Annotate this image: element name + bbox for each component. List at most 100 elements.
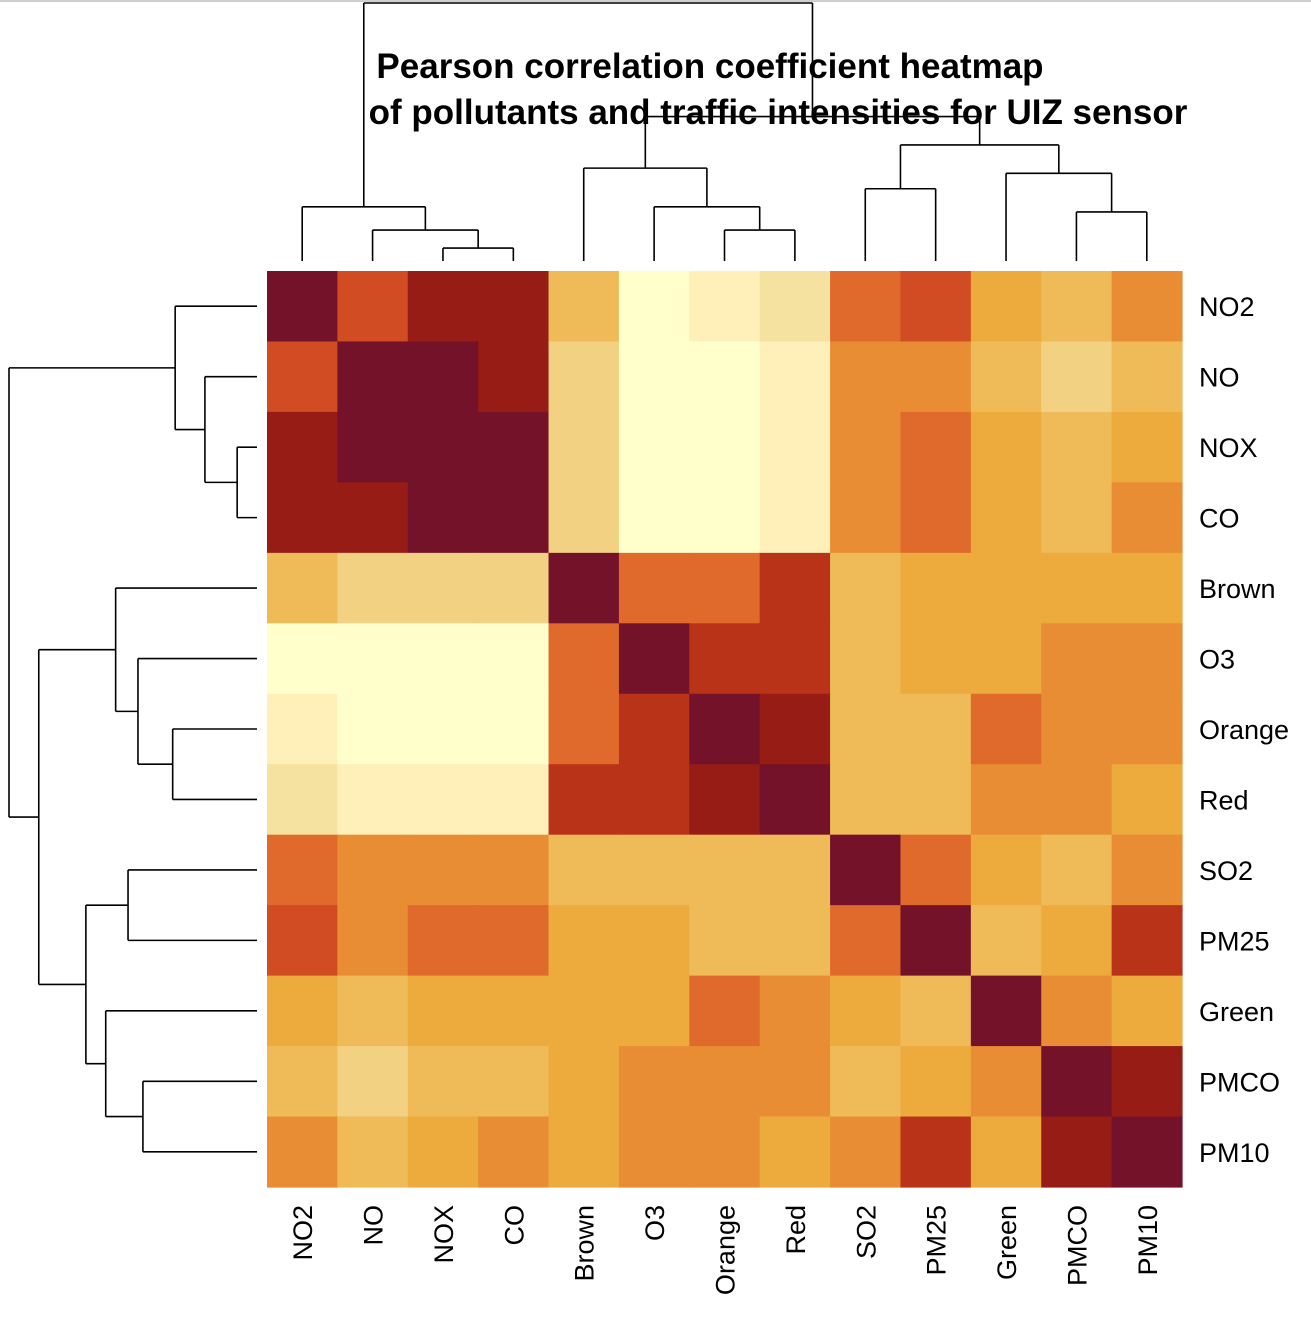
cell-red-red: [759, 764, 831, 836]
cell-pmco-no: [337, 1046, 409, 1118]
cell-red-pm10: [1111, 764, 1183, 836]
column-label-red: Red: [781, 1205, 811, 1255]
cell-no2-pmco: [1041, 271, 1113, 343]
cell-no2-orange: [689, 271, 761, 343]
cell-pm25-no: [337, 905, 409, 977]
cell-no-nox: [407, 341, 479, 413]
cell-so2-no: [337, 834, 409, 906]
cell-pmco-pmco: [1041, 1046, 1113, 1118]
cell-so2-nox: [407, 834, 479, 906]
cell-nox-o3: [618, 411, 690, 483]
cell-green-so2: [830, 975, 902, 1047]
cell-no-brown: [548, 341, 620, 413]
cell-pm10-nox: [407, 1116, 479, 1188]
cell-pmco-co: [478, 1046, 550, 1118]
cell-pm10-orange: [689, 1116, 761, 1188]
cell-orange-green: [970, 693, 1042, 765]
cell-orange-brown: [548, 693, 620, 765]
cell-co-nox: [407, 482, 479, 554]
column-label-pm10: PM10: [1133, 1205, 1163, 1276]
cell-green-no: [337, 975, 409, 1047]
cell-no2-so2: [830, 271, 902, 343]
cell-pmco-green: [970, 1046, 1042, 1118]
cell-red-co: [478, 764, 550, 836]
cell-co-so2: [830, 482, 902, 554]
cell-brown-pm25: [900, 552, 972, 624]
cell-pm25-nox: [407, 905, 479, 977]
chart-title-line-1: Pearson correlation coefficient heatmap: [376, 47, 1043, 86]
cell-no-orange: [689, 341, 761, 413]
cell-green-nox: [407, 975, 479, 1047]
heatmap-cells: [267, 271, 1183, 1188]
cell-no2-brown: [548, 271, 620, 343]
cell-orange-o3: [618, 693, 690, 765]
cell-so2-o3: [618, 834, 690, 906]
cell-green-pmco: [1041, 975, 1113, 1047]
cell-no-no2: [267, 341, 338, 413]
cell-o3-green: [970, 623, 1042, 695]
column-label-nox: NOX: [429, 1205, 459, 1264]
cell-nox-green: [970, 411, 1042, 483]
cell-so2-pmco: [1041, 834, 1113, 906]
cell-green-brown: [548, 975, 620, 1047]
cell-red-green: [970, 764, 1042, 836]
row-label-no2: NO2: [1199, 292, 1255, 322]
cell-pm25-so2: [830, 905, 902, 977]
cell-orange-no: [337, 693, 409, 765]
cell-so2-so2: [830, 834, 902, 906]
cell-o3-pm25: [900, 623, 972, 695]
cell-no-pm25: [900, 341, 972, 413]
cell-red-pm25: [900, 764, 972, 836]
cell-no-co: [478, 341, 550, 413]
row-label-orange: Orange: [1199, 715, 1289, 745]
cell-green-pm10: [1111, 975, 1183, 1047]
row-label-nox: NOX: [1199, 433, 1258, 463]
cell-pm25-red: [759, 905, 831, 977]
cell-red-no2: [267, 764, 338, 836]
cell-pm10-red: [759, 1116, 831, 1188]
cell-co-no2: [267, 482, 338, 554]
cell-orange-pmco: [1041, 693, 1113, 765]
cell-red-pmco: [1041, 764, 1113, 836]
cell-green-orange: [689, 975, 761, 1047]
cell-co-co: [478, 482, 550, 554]
row-label-green: Green: [1199, 997, 1274, 1027]
cell-pm25-pm25: [900, 905, 972, 977]
row-dendrogram: [8, 305, 257, 1153]
cell-o3-no2: [267, 623, 338, 695]
cell-co-pm25: [900, 482, 972, 554]
cell-co-pm10: [1111, 482, 1183, 554]
cell-o3-orange: [689, 623, 761, 695]
cell-nox-pmco: [1041, 411, 1113, 483]
cell-pm25-orange: [689, 905, 761, 977]
row-label-o3: O3: [1199, 645, 1235, 675]
cell-green-co: [478, 975, 550, 1047]
cell-o3-so2: [830, 623, 902, 695]
column-label-co: CO: [499, 1205, 529, 1246]
cell-so2-pm10: [1111, 834, 1183, 906]
cell-pm10-pm10: [1111, 1116, 1183, 1188]
row-label-brown: Brown: [1199, 574, 1276, 604]
cell-pm25-co: [478, 905, 550, 977]
row-labels: NO2 NO NOX CO Brown O3 Orange Red SO2 PM25 Green PM…: [1199, 292, 1289, 1168]
column-label-pmco: PMCO: [1062, 1205, 1092, 1286]
cell-brown-orange: [689, 552, 761, 624]
cell-no-pm10: [1111, 341, 1183, 413]
cell-so2-no2: [267, 834, 338, 906]
cell-pm10-o3: [618, 1116, 690, 1188]
column-label-pm25: PM25: [922, 1205, 952, 1276]
cell-no2-no2: [267, 271, 338, 343]
cell-no-green: [970, 341, 1042, 413]
cell-red-nox: [407, 764, 479, 836]
cell-brown-brown: [548, 552, 620, 624]
cell-co-brown: [548, 482, 620, 554]
column-label-green: Green: [992, 1205, 1022, 1280]
column-label-so2: SO2: [851, 1205, 881, 1259]
cell-pmco-nox: [407, 1046, 479, 1118]
cell-o3-red: [759, 623, 831, 695]
cell-red-no: [337, 764, 409, 836]
cell-nox-no2: [267, 411, 338, 483]
column-label-orange: Orange: [711, 1205, 741, 1295]
cell-o3-co: [478, 623, 550, 695]
